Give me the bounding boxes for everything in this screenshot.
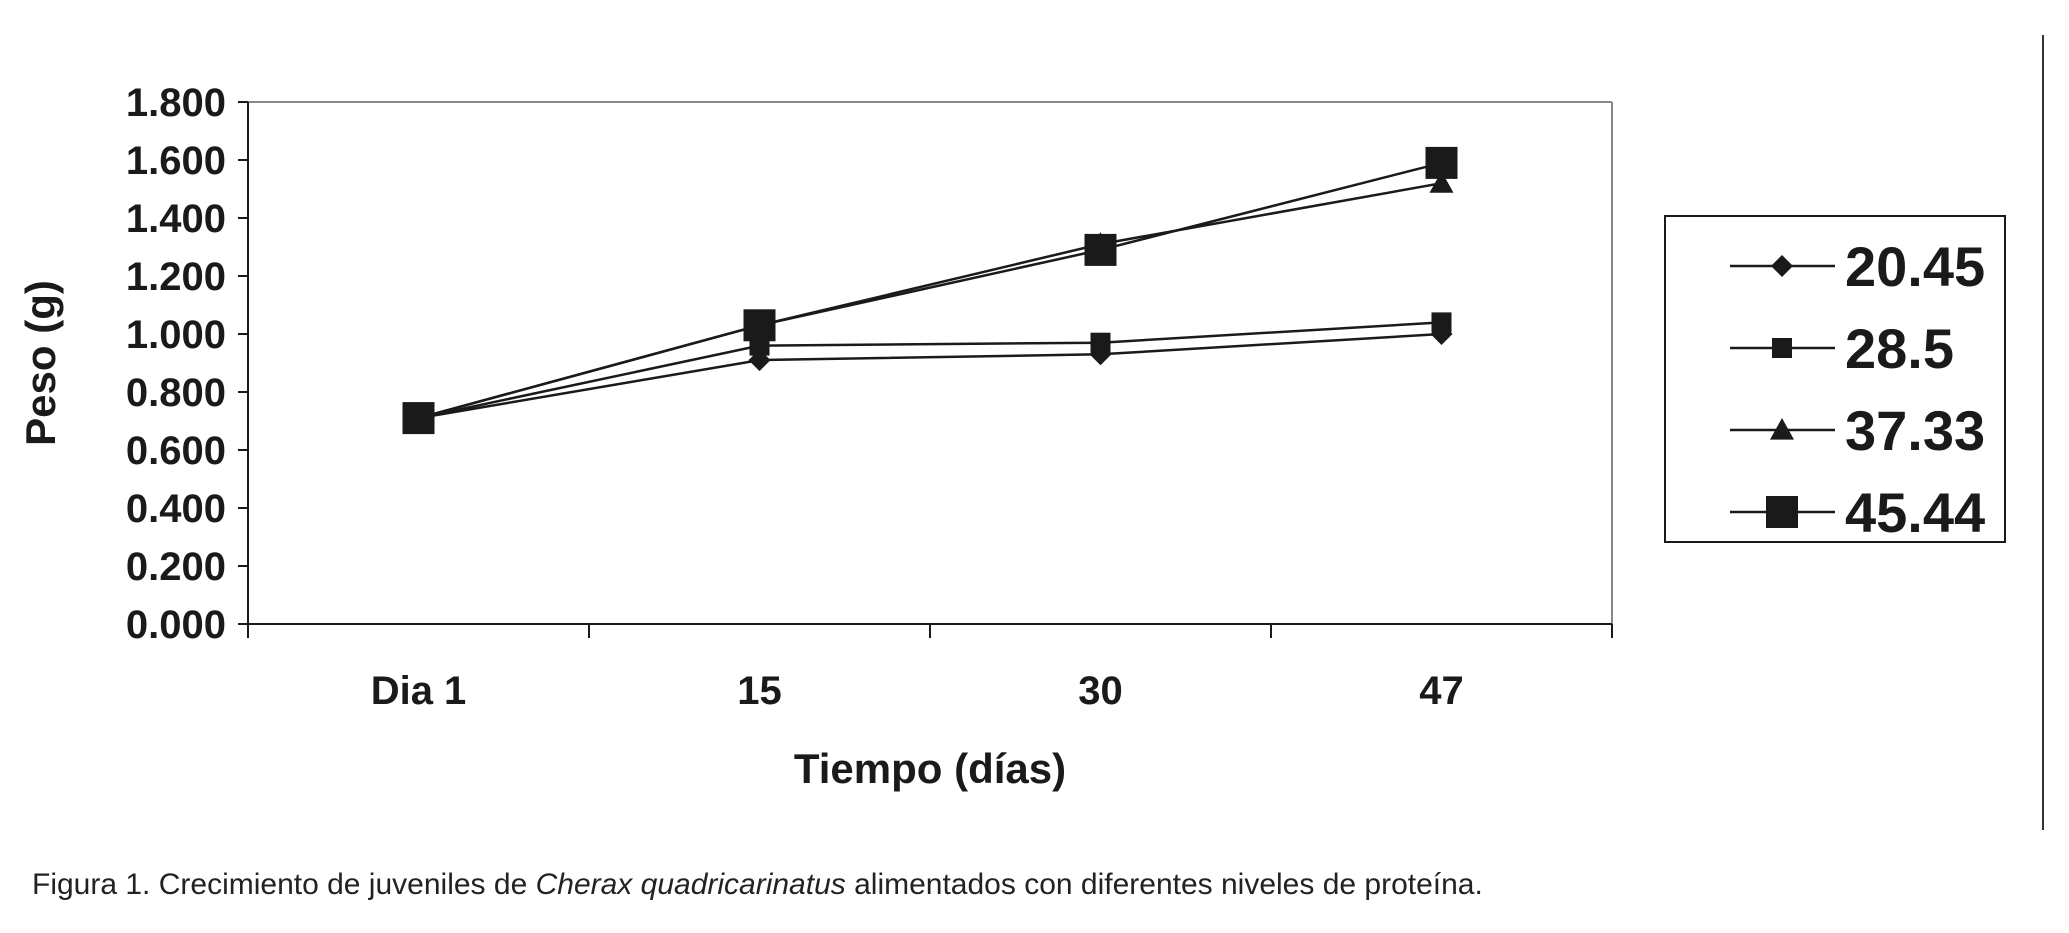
series-line-37.33: [418, 181, 1442, 420]
legend-marker: [1770, 418, 1794, 440]
y-tick-label: 1.600: [126, 139, 226, 183]
series-line-28.5: [418, 321, 1442, 420]
series-layer: [402, 146, 1458, 435]
legend-marker: [1771, 255, 1793, 277]
y-tick-label: 1.000: [126, 313, 226, 357]
data-point-28.5: [1090, 332, 1111, 353]
legend-label: 20.45: [1845, 235, 1985, 298]
legend-label: 37.33: [1845, 399, 1985, 462]
legend-entry-45.44: 45.44: [1730, 481, 1985, 544]
x-axis-title: Tiempo (días): [794, 745, 1066, 792]
y-tick-label: 0.800: [126, 371, 226, 415]
legend-label: 28.5: [1845, 317, 1954, 380]
x-tick-label: Dia 1: [371, 669, 467, 713]
legend-entry-20.45: 20.45: [1730, 235, 1985, 298]
data-point-45.44: [1425, 146, 1458, 179]
y-axis-title: Peso (g): [17, 280, 64, 446]
figure-caption: Figura 1. Crecimiento de juveniles de Ch…: [32, 868, 1483, 902]
legend-marker: [1766, 496, 1798, 528]
series-line-20.45: [418, 332, 1442, 420]
series-28.5: [408, 312, 1452, 429]
series-20.45: [407, 323, 1453, 430]
data-point-28.5: [1431, 312, 1452, 333]
legend-box: [1664, 215, 2006, 543]
data-point-45.44: [402, 402, 435, 435]
x-axis-ticks: Dia 1 15 30 47: [247, 624, 1613, 713]
y-axis-ticks: 0.000 0.200 0.400 0.600 0.800 1.000 1.200 1.400…: [126, 81, 248, 647]
series-45.44: [402, 146, 1458, 435]
caption-prefix: Figura 1. Crecimiento de juveniles de: [32, 868, 536, 901]
legend-entry-28.5: 28.5: [1730, 317, 1954, 380]
data-point-37.33: [1429, 171, 1454, 193]
y-tick-label: 1.400: [126, 197, 226, 241]
y-tick-label: 0.400: [126, 487, 226, 531]
caption-suffix: alimentados con diferentes niveles de pr…: [845, 868, 1483, 901]
y-tick-label: 0.200: [126, 545, 226, 589]
legend-label: 45.44: [1845, 481, 1985, 544]
legend-marker: [1772, 338, 1792, 358]
chart: 0.000 0.200 0.400 0.600 0.800 1.000 1.200 1.400…: [17, 35, 2044, 830]
plot-area: [247, 101, 1613, 625]
series-37.33: [406, 171, 1454, 428]
legend: 20.45 28.5 37.33 45.44: [1664, 215, 2006, 544]
x-tick-label: 47: [1419, 669, 1464, 713]
data-point-45.44: [1084, 233, 1117, 266]
x-tick-label: 30: [1078, 669, 1123, 713]
caption-species: Cherax quadricarinatus: [535, 868, 846, 901]
y-tick-label: 0.000: [126, 603, 226, 647]
y-tick-label: 0.600: [126, 429, 226, 473]
data-point-45.44: [743, 309, 776, 342]
legend-entry-37.33: 37.33: [1730, 399, 1985, 462]
series-line-45.44: [418, 161, 1442, 420]
x-tick-label: 15: [737, 669, 782, 713]
y-tick-label: 1.200: [126, 255, 226, 299]
y-tick-label: 1.800: [126, 81, 226, 125]
